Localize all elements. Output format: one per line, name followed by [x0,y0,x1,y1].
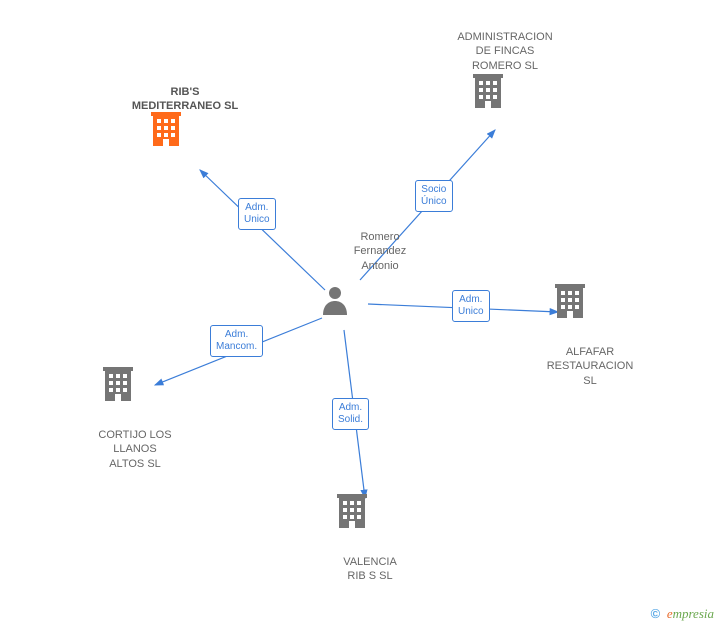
node-label: ALFAFAR RESTAURACION SL [530,345,650,388]
person-icon [321,285,349,315]
node-label: CORTIJO LOS LLANOS ALTOS SL [75,428,195,471]
edge-label: Adm. Unico [238,198,276,230]
building-icon [101,365,135,401]
edge-label: Adm. Unico [452,290,490,322]
watermark-brand-rest: mpresia [673,606,714,621]
copyright-symbol: © [651,606,661,621]
node-label: VALENCIA RIB S SL [310,555,430,584]
building-icon [471,72,505,108]
edge-label: Adm. Mancom. [210,325,263,357]
edge-line [200,170,325,290]
node-label: ADMINISTRACION DE FINCAS ROMERO SL [430,30,580,73]
building-icon [335,492,369,528]
building-icon [149,110,183,146]
building-icon [553,282,587,318]
watermark: © empresia [651,606,714,622]
edge-label: Adm. Solid. [332,398,369,430]
node-label: RIB'S MEDITERRANEO SL [105,85,265,114]
edge-label: Socio Único [415,180,453,212]
center-label: Romero Fernandez Antonio [340,230,420,273]
